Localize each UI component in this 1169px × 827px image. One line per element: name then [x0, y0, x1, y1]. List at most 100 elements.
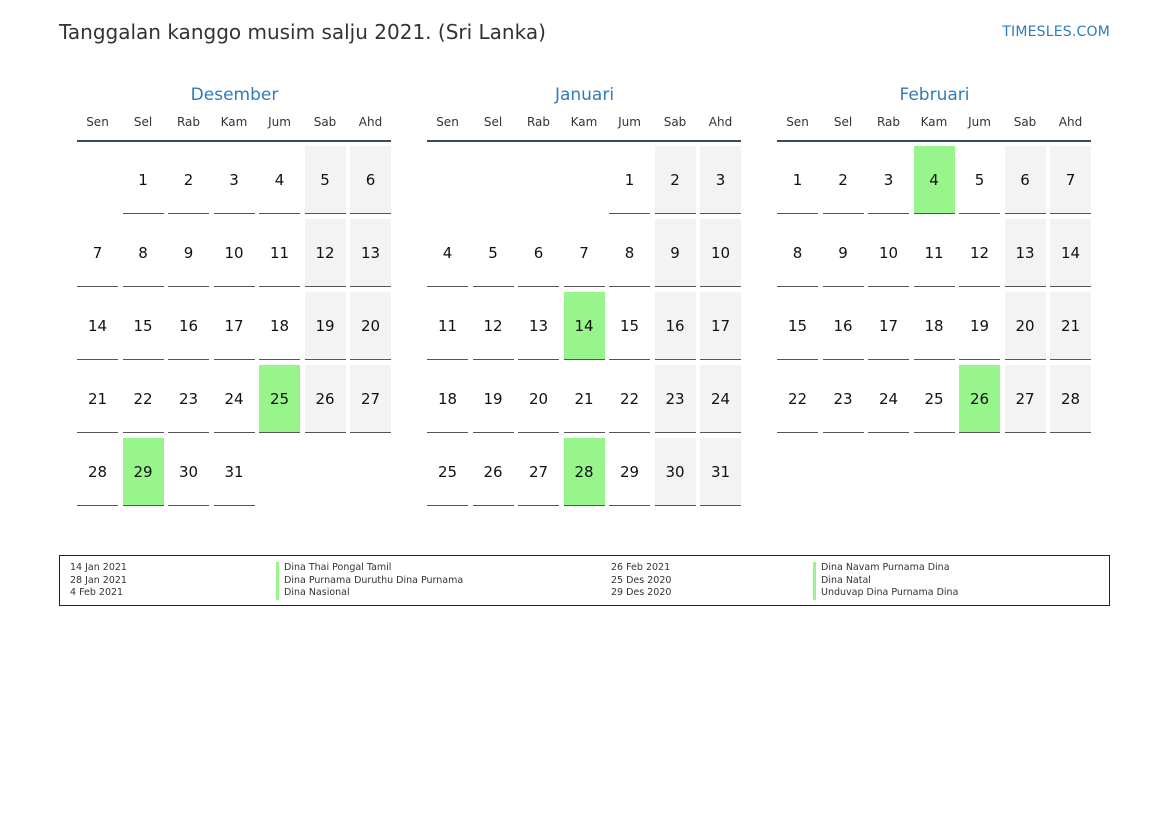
day-cell: 25 — [427, 438, 468, 506]
day-cell: 2 — [168, 146, 209, 214]
day-cell: 21 — [563, 365, 605, 433]
weekday-header: Sen Sel Rab Kam Jum Sab Ahd — [77, 108, 391, 142]
day-cell: 24 — [213, 365, 255, 433]
legend-holiday-name: Dina Purnama Duruthu Dina Purnama — [276, 574, 463, 587]
day-cell: 11 — [913, 219, 955, 287]
legend-date: 29 Des 2020 — [611, 587, 672, 598]
month-calendar: Januari Sen Sel Rab Kam Jum Sab Ahd 1 2 3 4 5 6 7 8 9 10 1… — [427, 82, 742, 506]
day-cell: 10 — [213, 219, 255, 287]
day-cell: 2 — [654, 146, 696, 214]
legend-date: 26 Feb 2021 — [611, 562, 671, 573]
day-cell: 14 — [77, 292, 118, 360]
day-cell: 18 — [913, 292, 955, 360]
day-cell: 20 — [1004, 292, 1046, 360]
day-cell: 26 — [472, 438, 514, 506]
day-cell: 17 — [868, 292, 909, 360]
day-cell: 20 — [518, 365, 559, 433]
weekday-label: Rab — [176, 115, 201, 129]
day-cell: 1 — [122, 146, 164, 214]
weekday-label: Kam — [570, 115, 598, 129]
day-cell: 25 — [913, 365, 955, 433]
legend-holiday-name: Dina Thai Pongal Tamil — [276, 562, 463, 575]
day-cell: 18 — [427, 365, 468, 433]
day-cell: 27 — [518, 438, 559, 506]
day-cell: 8 — [122, 219, 164, 287]
day-cell: 31 — [213, 438, 255, 506]
day-cell: 28 — [1050, 365, 1091, 433]
day-grid: 1 2 3 4 5 6 7 8 9 10 11 12 13 14 15 16 17 18 19 20 21 22 23 24 2… — [777, 146, 1091, 433]
legend-date: 4 Feb 2021 — [70, 587, 124, 598]
month-name: Desember — [190, 85, 279, 105]
day-cell: 23 — [822, 365, 864, 433]
day-cell: 6 — [518, 219, 559, 287]
empty-cell — [77, 146, 118, 214]
day-cell: 11 — [259, 219, 300, 287]
legend-names-right: Dina Navam Purnama Dina Dina Natal Unduv… — [813, 562, 958, 600]
day-cell: 7 — [1050, 146, 1091, 214]
holiday-day-cell: 29 — [122, 438, 164, 506]
day-cell: 10 — [700, 219, 741, 287]
weekday-label: Sel — [833, 115, 853, 129]
weekday-label: Sel — [133, 115, 153, 129]
day-cell: 5 — [304, 146, 346, 214]
month-name: Februari — [899, 85, 970, 105]
day-cell: 4 — [259, 146, 300, 214]
legend-date: 25 Des 2020 — [611, 574, 672, 586]
weekday-label: Jum — [268, 115, 291, 129]
day-cell: 23 — [654, 365, 696, 433]
day-cell: 20 — [350, 292, 391, 360]
weekday-label: Ahd — [358, 115, 383, 129]
empty-cell — [518, 146, 559, 214]
month-calendar: Februari Sen Sel Rab Kam Jum Sab Ahd 1 2 3 4 5 6 7 8 9 10… — [777, 82, 1092, 433]
day-cell: 2 — [822, 146, 864, 214]
empty-cell — [564, 146, 605, 214]
weekday-label: Kam — [920, 115, 948, 129]
weekday-header: Sen Sel Rab Kam Jum Sab Ahd — [427, 108, 741, 142]
weekday-label: Kam — [220, 115, 248, 129]
weekday-label: Rab — [876, 115, 901, 129]
day-cell: 27 — [1004, 365, 1046, 433]
day-cell: 16 — [654, 292, 696, 360]
holiday-day-cell: 26 — [959, 365, 1000, 433]
page-title: Tanggalan kanggo musim salju 2021. (Sri … — [59, 20, 546, 44]
empty-cell — [427, 146, 468, 214]
weekday-label: Jum — [618, 115, 641, 129]
legend-date: 28 Jan 2021 — [70, 574, 127, 586]
day-cell: 13 — [518, 292, 559, 360]
day-cell: 17 — [213, 292, 255, 360]
day-cell: 3 — [868, 146, 909, 214]
day-cell: 6 — [350, 146, 391, 214]
weekday-label: Jum — [968, 115, 991, 129]
weekday-label: Sel — [483, 115, 503, 129]
weekday-label: Sab — [313, 115, 337, 129]
holiday-day-cell: 14 — [563, 292, 605, 360]
day-cell: 9 — [168, 219, 209, 287]
day-cell: 8 — [609, 219, 650, 287]
day-cell: 4 — [427, 219, 468, 287]
day-cell: 28 — [77, 438, 118, 506]
day-cell: 1 — [609, 146, 650, 214]
day-cell: 9 — [654, 219, 696, 287]
day-cell: 31 — [700, 438, 741, 506]
legend-dates-left: 14 Jan 2021 28 Jan 2021 4 Feb 2021 — [70, 562, 127, 600]
site-link[interactable]: TIMESLES.COM — [1002, 24, 1110, 40]
day-grid: 1 2 3 4 5 6 7 8 9 10 11 12 13 14 15 16 17 18 19 20 21 22 23 24 2… — [427, 146, 741, 506]
day-cell: 30 — [168, 438, 209, 506]
weekday-label: Rab — [526, 115, 551, 129]
legend-holiday-name: Dina Navam Purnama Dina — [813, 562, 958, 575]
day-cell: 3 — [213, 146, 255, 214]
day-cell: 26 — [304, 365, 346, 433]
day-cell: 14 — [1050, 219, 1091, 287]
day-cell: 10 — [868, 219, 909, 287]
day-cell: 19 — [472, 365, 514, 433]
weekday-label: Sab — [663, 115, 687, 129]
day-cell: 12 — [959, 219, 1000, 287]
day-cell: 22 — [609, 365, 650, 433]
day-cell: 5 — [959, 146, 1000, 214]
day-cell: 3 — [700, 146, 741, 214]
day-cell: 19 — [959, 292, 1000, 360]
holiday-day-cell: 4 — [913, 146, 955, 214]
day-cell: 13 — [350, 219, 391, 287]
legend-holiday-name: Dina Natal — [813, 574, 958, 587]
day-cell: 1 — [777, 146, 818, 214]
